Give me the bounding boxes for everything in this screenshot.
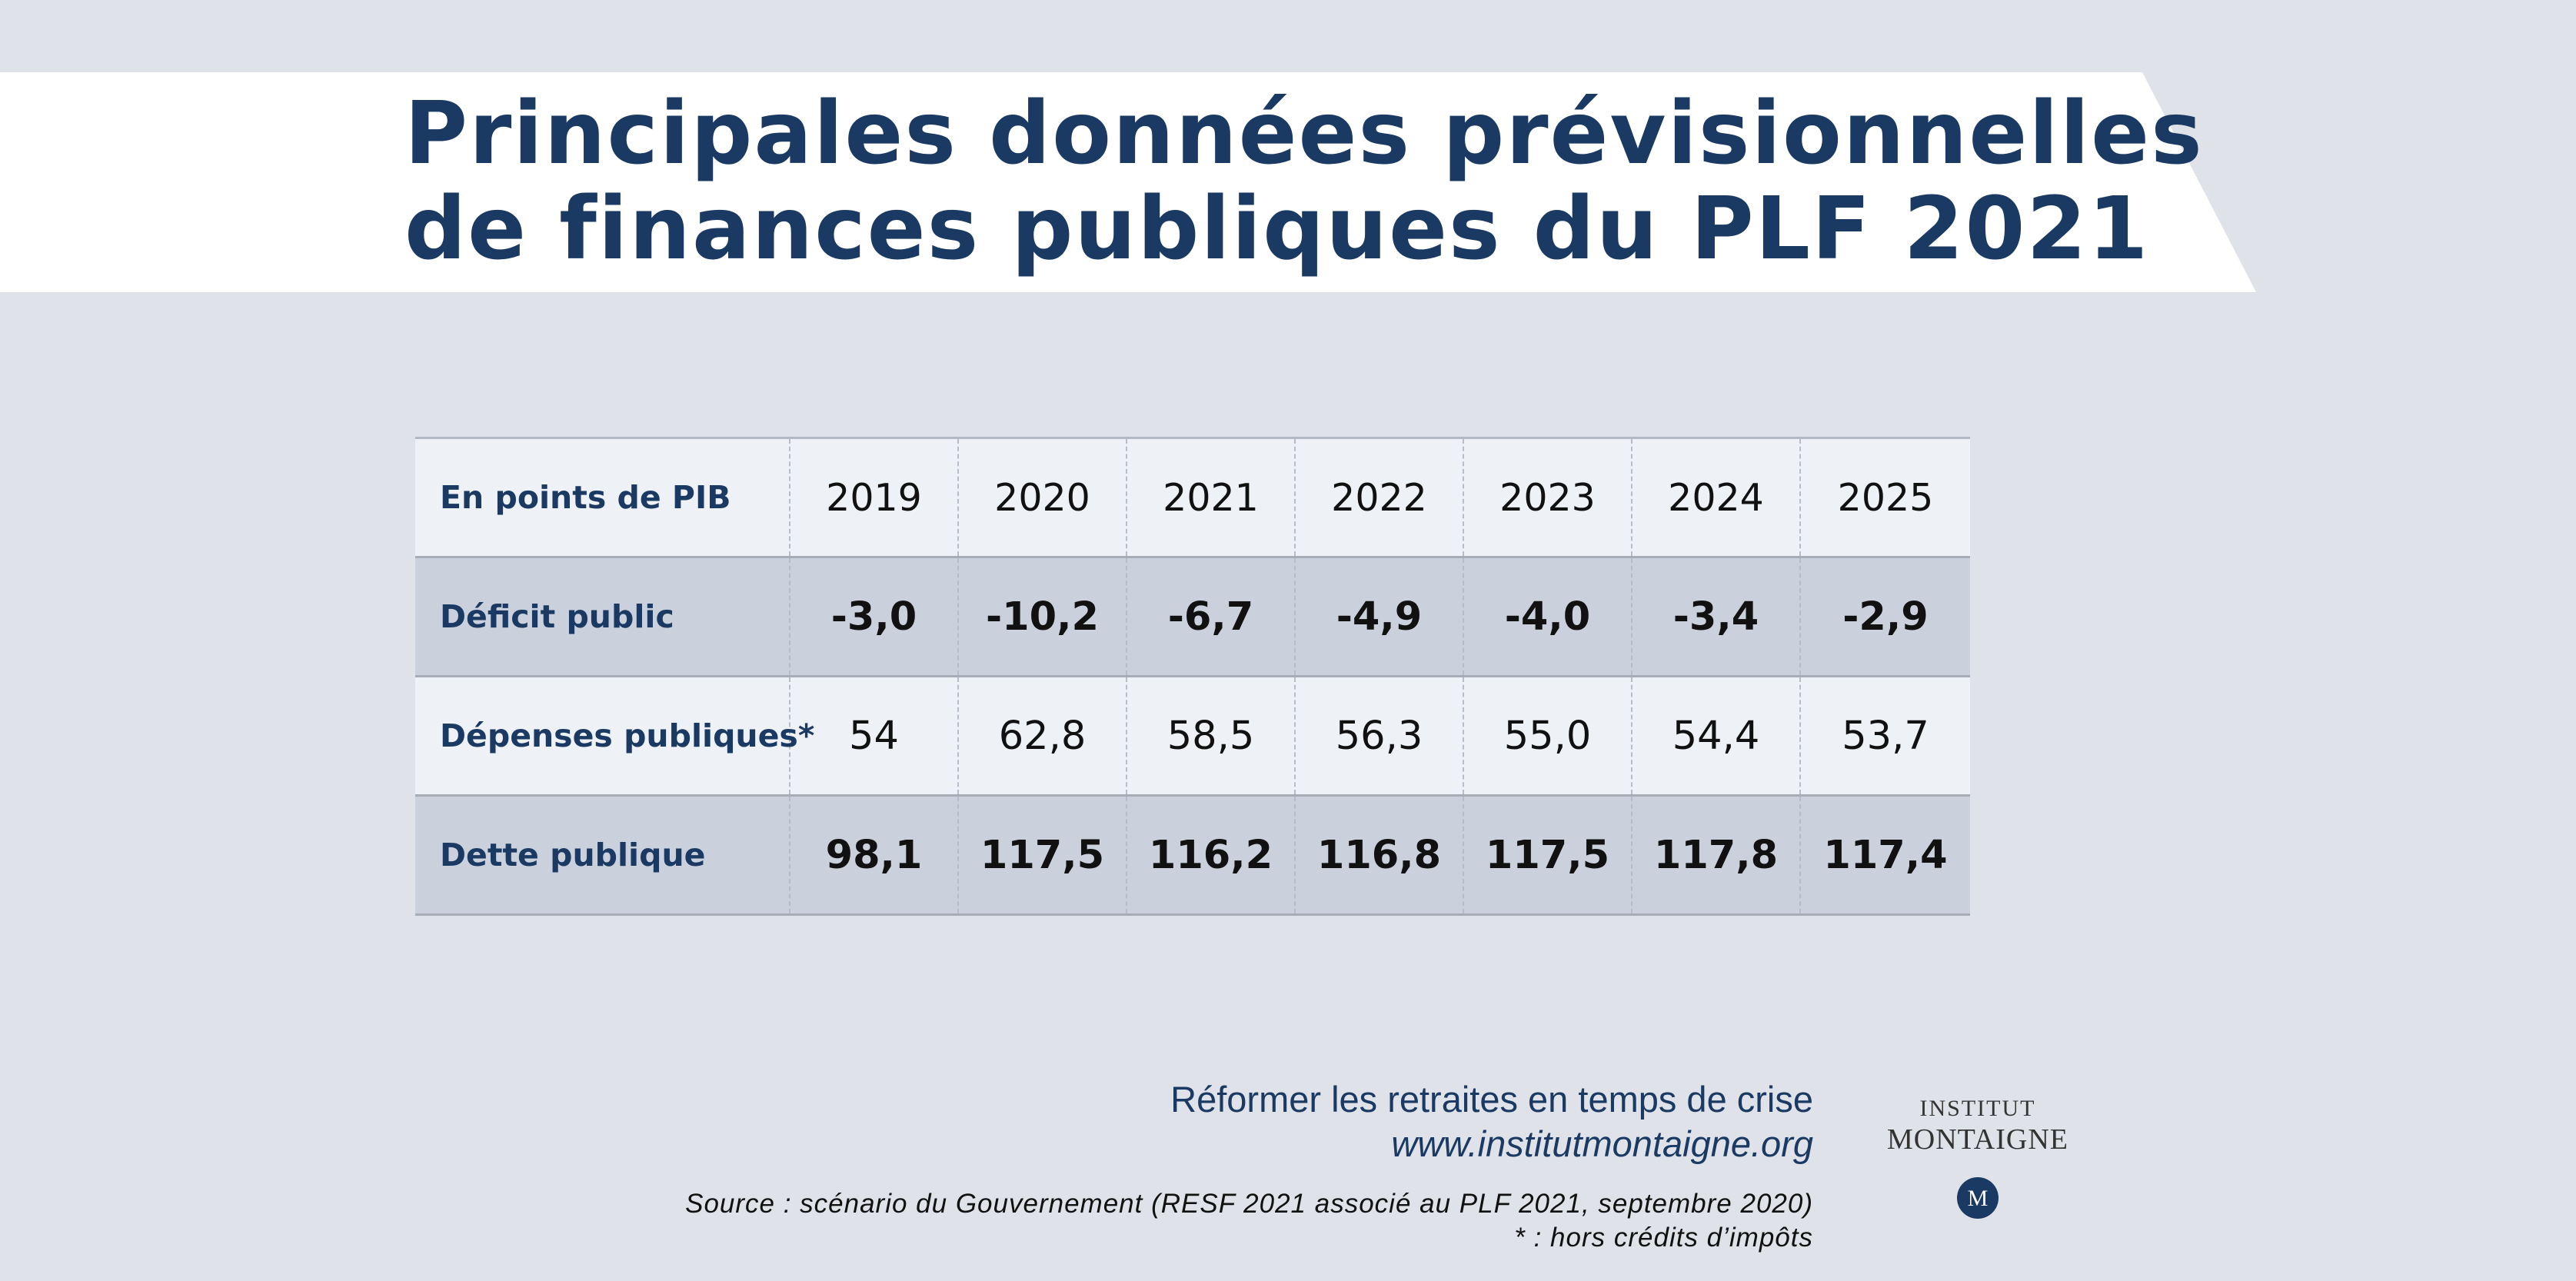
row-label: Dette publique xyxy=(440,837,706,873)
table-cell: -10,2 xyxy=(957,557,1127,677)
title-line-2: de finances publiques du PLF 2021 xyxy=(404,179,2150,279)
row-label: Dépenses publiques* xyxy=(440,717,815,754)
table-header-row: En points de PIB 2019 2020 2021 2022 202… xyxy=(415,438,1970,557)
table-cell: 117,5 xyxy=(1463,795,1632,915)
table-cell: 117,4 xyxy=(1799,795,1970,915)
title-line-1: Principales données prévisionnelles xyxy=(404,84,2204,184)
year-header: 2023 xyxy=(1463,438,1632,557)
table-cell: 53,7 xyxy=(1799,676,1970,796)
page-title: Principales données prévisionnelles de f… xyxy=(404,86,2204,277)
row-label: Déficit public xyxy=(440,598,674,635)
logo-emblem-letter: M xyxy=(1968,1186,1989,1211)
logo-line-1: INSTITUT xyxy=(1919,1096,2036,1121)
table-cell: 54,4 xyxy=(1631,676,1800,796)
table-cell: 62,8 xyxy=(957,676,1127,796)
institut-montaigne-logo: INSTITUT MONTAIGNE M xyxy=(1869,1095,2087,1219)
table-cell: 116,2 xyxy=(1126,795,1295,915)
year-header: 2025 xyxy=(1799,438,1970,557)
year-header: 2024 xyxy=(1631,438,1800,557)
title-band xyxy=(0,72,2256,292)
table-cell: -4,9 xyxy=(1294,557,1463,677)
footnote: * : hors crédits d’impôts xyxy=(1514,1223,1813,1253)
table-row-depenses: Dépenses publiques* 54 62,8 58,5 56,3 55… xyxy=(415,676,1970,796)
year-header: 2022 xyxy=(1294,438,1463,557)
website-link[interactable]: www.institutmontaigne.org xyxy=(1391,1123,1813,1164)
year-header: 2019 xyxy=(789,438,958,557)
year-header: 2021 xyxy=(1126,438,1295,557)
table-cell: -3,0 xyxy=(789,557,958,677)
table-cell: 117,5 xyxy=(957,795,1127,915)
logo-emblem-icon: M xyxy=(1957,1177,1999,1219)
table-cell: -4,0 xyxy=(1463,557,1632,677)
table-cell: 117,8 xyxy=(1631,795,1800,915)
table-cell: 54 xyxy=(789,676,958,796)
table-cell: 55,0 xyxy=(1463,676,1632,796)
publication-title: Réformer les retraites en temps de crise xyxy=(1170,1079,1813,1120)
logo-line-2: MONTAIGNE xyxy=(1886,1123,2069,1156)
table-row-dette: Dette publique 98,1 117,5 116,2 116,8 11… xyxy=(415,795,1970,915)
table-cell: 116,8 xyxy=(1294,795,1463,915)
table-cell: -2,9 xyxy=(1799,557,1970,677)
table-cell: 98,1 xyxy=(789,795,958,915)
finance-data-table: En points de PIB 2019 2020 2021 2022 202… xyxy=(415,437,1970,916)
table-cell: -6,7 xyxy=(1126,557,1295,677)
row-header-label: En points de PIB xyxy=(440,479,731,516)
table-cell: 58,5 xyxy=(1126,676,1295,796)
year-header: 2020 xyxy=(957,438,1127,557)
table-cell: 56,3 xyxy=(1294,676,1463,796)
table-row-deficit: Déficit public -3,0 -10,2 -6,7 -4,9 -4,0… xyxy=(415,557,1970,677)
source-note: Source : scénario du Gouvernement (RESF … xyxy=(685,1189,1813,1219)
table-cell: -3,4 xyxy=(1631,557,1800,677)
